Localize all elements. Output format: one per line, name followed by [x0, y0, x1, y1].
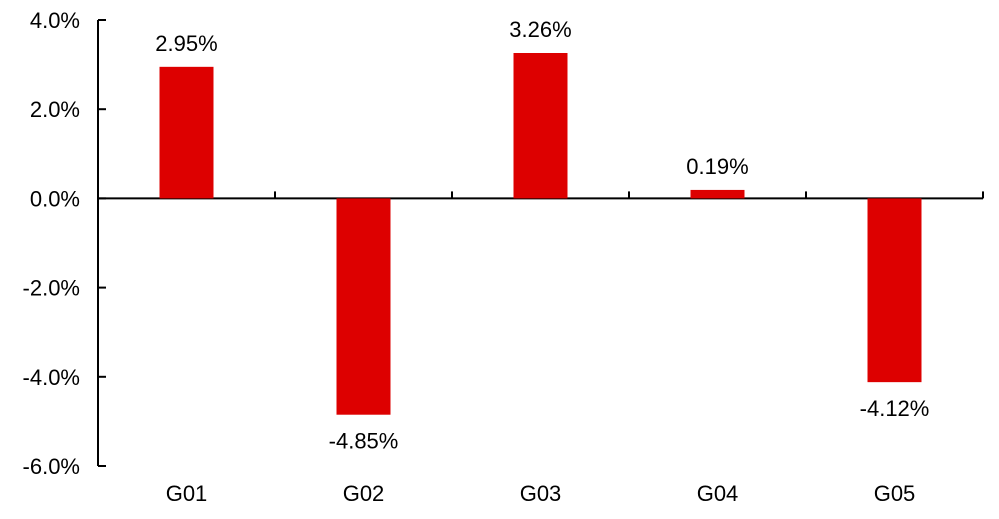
y-axis-tick-label: 4.0% [30, 8, 80, 33]
bar-g02 [336, 198, 391, 415]
bar-value-label: 3.26% [509, 17, 571, 42]
bar-value-label: 0.19% [686, 154, 748, 179]
bar-value-label: -4.12% [860, 396, 930, 421]
bar-value-label: 2.95% [155, 31, 217, 56]
x-axis-category-label: G03 [520, 481, 562, 506]
bar-value-label: -4.85% [329, 429, 399, 454]
y-axis-tick-label: 0.0% [30, 186, 80, 211]
x-axis-category-label: G01 [166, 481, 208, 506]
x-axis-category-label: G02 [343, 481, 385, 506]
bar-g01 [159, 66, 214, 199]
bar-g04 [690, 189, 745, 199]
y-axis-tick-label: 2.0% [30, 97, 80, 122]
y-axis-tick-label: -6.0% [23, 454, 80, 479]
bar-g03 [513, 53, 568, 199]
y-axis-tick-label: -2.0% [23, 276, 80, 301]
x-axis-category-label: G05 [874, 481, 916, 506]
y-axis-tick-label: -4.0% [23, 365, 80, 390]
x-axis-category-label: G04 [697, 481, 739, 506]
bar-g05 [867, 198, 922, 383]
